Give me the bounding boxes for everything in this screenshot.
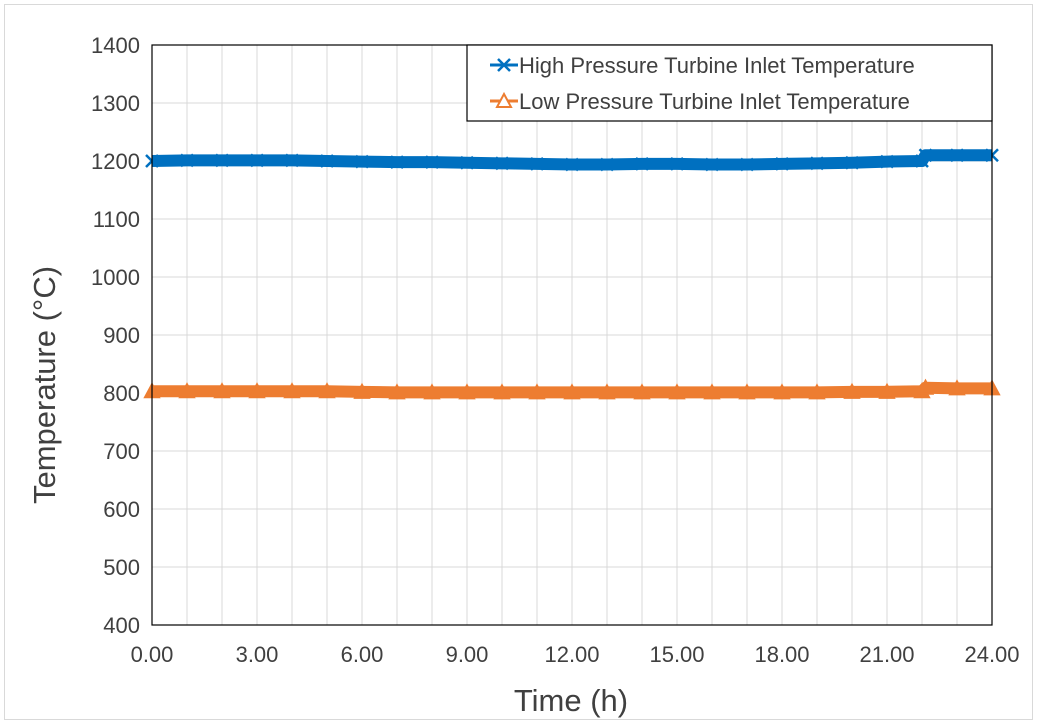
grid xyxy=(152,45,992,625)
data-point xyxy=(633,383,651,400)
y-tick-label: 700 xyxy=(103,439,140,464)
data-point xyxy=(880,154,894,169)
y-tick-label: 600 xyxy=(103,497,140,522)
legend-label-hp: High Pressure Turbine Inlet Temperature xyxy=(519,53,915,78)
data-point xyxy=(808,383,826,400)
y-tick-label: 800 xyxy=(103,381,140,406)
legend-box xyxy=(466,44,993,122)
x-tick-label: 12.00 xyxy=(544,642,599,667)
data-point xyxy=(458,383,476,400)
x-tick-label: 0.00 xyxy=(131,642,174,667)
data-point xyxy=(250,153,264,168)
y-tick-label: 900 xyxy=(103,323,140,348)
data-point xyxy=(530,157,544,171)
y-tick-label: 1400 xyxy=(91,33,140,58)
data-point xyxy=(775,157,789,171)
data-point xyxy=(705,157,719,172)
data-point xyxy=(773,383,791,400)
data-point xyxy=(740,157,754,172)
data-point xyxy=(320,154,334,168)
y-axis-title: Temperature (°C) xyxy=(27,266,62,504)
data-point xyxy=(528,383,546,400)
series-line-low-pressure xyxy=(152,381,992,399)
data-point xyxy=(598,383,616,400)
data-point xyxy=(810,156,824,171)
y-tick-label: 1100 xyxy=(93,207,140,232)
data-point xyxy=(180,153,194,168)
data-point xyxy=(738,383,756,400)
data-point xyxy=(215,153,229,168)
data-point xyxy=(950,148,964,163)
data-point xyxy=(668,383,686,400)
data-point xyxy=(703,383,721,400)
data-point xyxy=(423,383,441,400)
data-point xyxy=(600,157,614,172)
data-point xyxy=(635,157,649,171)
data-point xyxy=(283,382,301,399)
data-point xyxy=(425,155,439,170)
data-point xyxy=(318,382,336,399)
x-tick-label: 24.00 xyxy=(964,642,1019,667)
data-point xyxy=(390,155,404,170)
x-tick-label: 6.00 xyxy=(341,642,384,667)
x-tick-label: 21.00 xyxy=(859,642,914,667)
x-tick-label: 18.00 xyxy=(754,642,809,667)
x-tick-label: 3.00 xyxy=(236,642,279,667)
x-axis-title: Time (h) xyxy=(514,683,628,718)
legend: High Pressure Turbine Inlet Temperature … xyxy=(466,44,993,122)
y-tick-label: 1300 xyxy=(91,91,140,116)
data-point xyxy=(843,382,861,399)
data-point xyxy=(460,155,474,170)
data-point xyxy=(565,157,579,172)
chart-frame xyxy=(4,4,1033,720)
legend-triangle-marker-icon xyxy=(495,91,513,108)
data-point xyxy=(495,156,509,171)
y-tick-label: 400 xyxy=(103,613,140,638)
x-tick-label: 9.00 xyxy=(446,642,489,667)
x-tick-label: 15.00 xyxy=(649,642,704,667)
data-point xyxy=(248,382,266,399)
data-point xyxy=(916,378,935,395)
legend-x-marker-icon xyxy=(497,58,511,72)
y-tick-label: 500 xyxy=(103,555,140,580)
data-point xyxy=(285,153,299,168)
series-layer xyxy=(143,148,1001,400)
data-point xyxy=(918,148,933,163)
data-point xyxy=(388,383,406,400)
y-tick-label: 1000 xyxy=(91,265,140,290)
data-point xyxy=(353,382,371,399)
legend-label-lp: Low Pressure Turbine Inlet Temperature xyxy=(519,89,910,114)
data-point xyxy=(563,383,581,400)
data-point xyxy=(670,157,684,171)
data-point xyxy=(178,382,196,399)
data-point xyxy=(878,382,896,399)
data-point xyxy=(355,154,369,169)
data-point xyxy=(948,379,966,396)
data-point xyxy=(845,155,859,170)
y-tick-label: 1200 xyxy=(91,149,140,174)
data-point xyxy=(213,382,231,399)
series-line-high-pressure xyxy=(151,149,992,171)
tick-labels: 400 500 600 700 800 900 1000 1100 1200 1300 1400 0.… xyxy=(91,33,1019,667)
data-point xyxy=(493,383,511,400)
